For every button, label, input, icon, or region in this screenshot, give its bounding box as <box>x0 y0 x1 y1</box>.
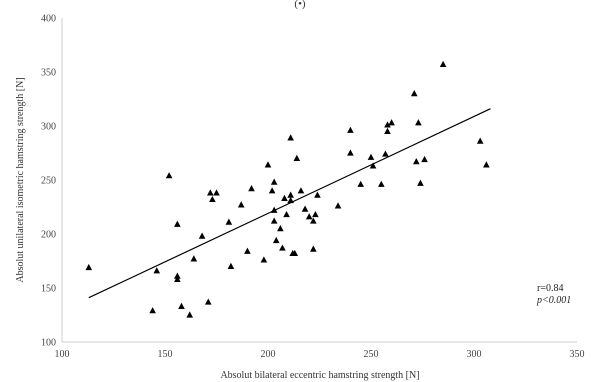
x-tick-label: 150 <box>158 349 173 360</box>
data-point <box>287 191 294 198</box>
data-point <box>268 187 276 194</box>
data-point <box>174 272 181 279</box>
data-point <box>174 220 181 227</box>
data-point <box>476 137 484 144</box>
data-point <box>413 158 420 165</box>
x-tick-label: 350 <box>570 349 585 360</box>
data-point <box>384 121 391 128</box>
x-tick-label: 300 <box>467 349 482 360</box>
data-point <box>225 218 233 225</box>
data-point <box>297 187 305 194</box>
data-point <box>248 185 255 192</box>
data-point <box>357 180 364 187</box>
data-point <box>382 150 389 157</box>
y-tick-labels: 100 150 200 250 300 350 400 <box>41 14 56 349</box>
data-point <box>367 153 375 160</box>
x-axis-title: Absolut bilateral eccentric hamstring st… <box>220 370 419 381</box>
data-point <box>310 217 317 224</box>
data-point <box>347 149 354 156</box>
data-point <box>312 210 319 218</box>
data-point <box>483 161 490 168</box>
data-point <box>165 172 173 179</box>
data-point <box>149 307 156 314</box>
trend-line <box>88 108 491 299</box>
y-tick-label: 400 <box>41 14 56 25</box>
data-point <box>287 134 294 141</box>
data-point <box>277 225 284 232</box>
data-point <box>283 210 290 218</box>
y-tick-label: 250 <box>41 176 56 187</box>
data-point <box>85 263 93 271</box>
data-point <box>421 155 428 163</box>
data-point <box>384 127 391 134</box>
data-point <box>237 201 245 208</box>
data-points <box>85 60 490 318</box>
data-point <box>174 275 181 282</box>
x-tick-labels: 100 150 200 250 300 350 <box>55 349 585 360</box>
data-point <box>213 189 220 196</box>
axes <box>61 18 577 343</box>
chart-title-fragment: (•) <box>294 0 306 10</box>
data-point <box>410 90 418 97</box>
data-point <box>270 217 278 224</box>
data-point <box>347 126 354 133</box>
data-point <box>209 195 216 203</box>
data-point <box>314 191 321 198</box>
data-point <box>291 249 299 257</box>
data-point <box>198 232 206 239</box>
data-point <box>301 205 309 212</box>
data-point <box>260 256 268 263</box>
x-tick-label: 200 <box>261 349 276 360</box>
data-point <box>190 255 198 262</box>
data-point <box>417 179 424 186</box>
data-point <box>334 202 342 209</box>
data-point <box>186 311 194 318</box>
data-point <box>287 196 294 204</box>
y-tick-label: 150 <box>41 284 56 295</box>
data-point <box>178 302 185 309</box>
y-tick-label: 300 <box>41 122 56 133</box>
data-point <box>388 119 395 126</box>
x-tick-label: 100 <box>55 349 70 360</box>
data-point <box>244 247 251 254</box>
data-point <box>270 206 278 213</box>
data-point <box>279 244 286 251</box>
data-point <box>204 298 212 305</box>
x-tick-label: 250 <box>364 349 379 360</box>
data-point <box>264 161 272 168</box>
data-point <box>227 262 235 269</box>
data-point <box>310 245 317 252</box>
data-point <box>207 189 214 196</box>
data-point <box>415 119 422 126</box>
data-point <box>281 194 288 201</box>
y-tick-label: 200 <box>41 230 56 241</box>
data-point <box>153 267 161 274</box>
y-tick-label: 100 <box>41 338 56 349</box>
y-axis-title: Absolut unilateral isometric hamstring s… <box>15 77 26 282</box>
correlation-label: r=0.84 <box>537 283 563 294</box>
data-point <box>439 60 447 68</box>
data-point <box>369 162 377 169</box>
data-point <box>272 236 280 244</box>
p-value-label: p<0.001 <box>536 295 571 306</box>
data-point <box>378 180 385 187</box>
data-point <box>305 213 313 220</box>
y-tick-label: 350 <box>41 68 56 79</box>
data-point <box>293 154 301 161</box>
data-point <box>270 178 278 185</box>
